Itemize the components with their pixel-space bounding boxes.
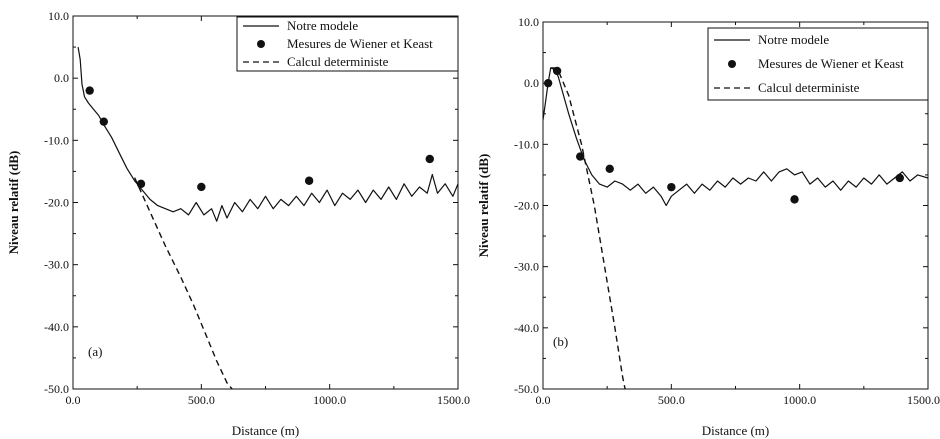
legend-label: Notre modele [758, 32, 829, 47]
y-tick-label: -20.0 [44, 196, 69, 210]
x-tick-label: 0.0 [536, 393, 551, 407]
x-tick-label: 0.0 [66, 393, 81, 407]
series-measures [85, 86, 434, 192]
legend-label: Mesures de Wiener et Keast [758, 56, 904, 71]
y-tick-label: -10.0 [514, 137, 539, 151]
x-tick-label: 1500.0 [437, 393, 470, 407]
y-tick-label: -50.0 [44, 382, 69, 396]
data-point [790, 195, 799, 204]
data-point [136, 179, 146, 189]
y-tick-label: -10.0 [44, 133, 69, 147]
data-point [197, 182, 206, 192]
y-tick-label: -40.0 [44, 320, 69, 334]
y-tick-label: -30.0 [514, 260, 539, 274]
x-tick-label: 1000.0 [313, 393, 346, 407]
legend-marker [728, 60, 736, 68]
legend: Notre modele Mesures de Wiener et Keast Ca… [236, 16, 459, 72]
legend-label: Notre modele [287, 18, 358, 33]
legend: Notre modele Mesures de Wiener et Keast Ca… [707, 27, 929, 101]
y-tick-label: -50.0 [514, 382, 539, 396]
y-axis-label: Niveau relatif (dB) [476, 154, 491, 258]
chart-panel-b: 10.00.0-10.0-20.0-30.0-40.0-50.00.0 500.0… [476, 15, 940, 438]
series-model-line [77, 46, 458, 222]
data-point [667, 182, 676, 192]
y-tick-label: -20.0 [514, 199, 539, 213]
plot-frame [72, 15, 459, 390]
legend-label: Calcul deterministe [758, 80, 860, 95]
series-deterministic-line [133, 177, 233, 389]
chart-panel-a: 10.00.0-10.0-20.0-30.0-40.0-50.00.0 500.0… [6, 9, 470, 438]
series-deterministic-line [550, 67, 626, 389]
y-tick-label: 10.0 [48, 9, 69, 23]
x-tick-label: 1000.0 [783, 393, 816, 407]
legend-marker [257, 40, 265, 48]
data-point [543, 78, 553, 88]
x-axis-label: Distance (m) [702, 423, 770, 438]
data-point [605, 164, 614, 173]
y-tick-label: 10.0 [518, 15, 539, 29]
panel-label: (a) [88, 344, 102, 359]
data-point [99, 117, 109, 126]
x-tick-label: 500.0 [188, 393, 215, 407]
plot-area [77, 46, 458, 389]
y-tick-label: -30.0 [44, 258, 69, 272]
data-point [425, 154, 434, 164]
data-point [304, 176, 314, 185]
panel-label: (b) [553, 334, 568, 349]
x-axis-label: Distance (m) [232, 423, 300, 438]
plot-area [543, 66, 928, 389]
legend-label: Mesures de Wiener et Keast [287, 36, 433, 51]
y-axis-label: Niveau relatif (dB) [6, 151, 21, 255]
data-point [895, 173, 904, 183]
x-tick-label: 1500.0 [907, 393, 940, 407]
y-tick-label: 0.0 [524, 76, 539, 90]
data-point [85, 86, 94, 95]
x-tick-label: 500.0 [658, 393, 685, 407]
legend-label: Calcul deterministe [287, 54, 389, 69]
y-tick-label: -40.0 [514, 321, 539, 335]
data-point [576, 152, 585, 161]
y-tick-label: 0.0 [54, 71, 69, 85]
